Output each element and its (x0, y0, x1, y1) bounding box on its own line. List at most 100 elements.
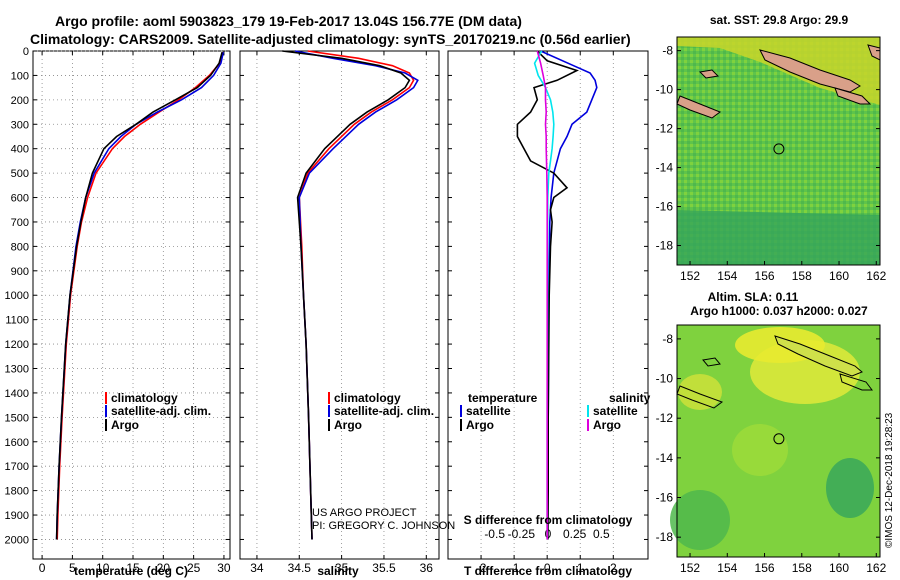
map-y-tick-label: -16 (656, 491, 674, 505)
x-tick-label: 5 (69, 561, 76, 575)
x-tick-label: 0 (39, 561, 46, 575)
solomon-islands-shape (759, 49, 861, 93)
map-x-tick-label: 160 (829, 269, 849, 283)
depth-tick-label: 1600 (5, 437, 29, 449)
map-x-tick-label: 152 (680, 561, 700, 575)
legend-label-t-argo: Argo (466, 418, 494, 432)
temperature-legend: climatology satellite-adj. clim. Argo (105, 391, 211, 432)
map-x-tick-label: 158 (792, 561, 812, 575)
legend-title-temperature: temperature (468, 391, 538, 405)
map-y-tick-label: -16 (656, 200, 674, 214)
depth-tick-label: 200 (11, 95, 29, 107)
axis-layer: 0 5 10 15 20 25 30 34 34.5 35 35.5 36 -2 -1 0 1 20100200… (5, 46, 648, 575)
depth-tick-label: 800 (11, 241, 29, 253)
x-tick-label: 30 (217, 561, 231, 575)
x-tick-label: 35.5 (372, 561, 396, 575)
depth-tick-label: 1200 (5, 339, 29, 351)
project-annotation: US ARGO PROJECT (312, 507, 417, 519)
island-outline (839, 373, 873, 391)
map-x-tick-label: 154 (717, 269, 737, 283)
sla-map (670, 324, 881, 558)
difference-legend: temperature satellite Argo salinity sate… (460, 391, 651, 432)
depth-tick-label: 1500 (5, 412, 29, 424)
legend-label-climatology: climatology (334, 391, 401, 405)
s-difference-xlabel: S difference from climatology (464, 513, 633, 527)
s-difference-tick-label: 0.25 (563, 527, 587, 541)
series-line-satellite-adj-clim- (294, 50, 419, 540)
t-difference-xlabel: T difference from climatology (464, 564, 632, 578)
map-y-tick-label: -12 (656, 122, 674, 136)
x-tick-label: -1 (509, 561, 520, 575)
depth-tick-label: 1300 (5, 364, 29, 376)
grid-layer (33, 50, 614, 559)
map-x-tick-label: 156 (755, 269, 775, 283)
depth-tick-label: 2000 (5, 534, 29, 546)
sla-map-frame (676, 324, 881, 558)
sla-low-region (826, 458, 874, 518)
temperature-panel-frame (32, 50, 231, 560)
x-tick-label: 10 (96, 561, 110, 575)
s-difference-tick-label: 0.5 (593, 527, 610, 541)
legend-label-satellite: satellite-adj. clim. (334, 404, 434, 418)
argo-float-marker (773, 143, 785, 155)
depth-tick-label: 1400 (5, 388, 29, 400)
solomon-islands-outline (774, 335, 863, 377)
temperature-xlabel: temperature (deg C) (74, 564, 188, 578)
series-line-climatology (298, 50, 415, 540)
x-tick-label: -2 (476, 561, 487, 575)
legend-label-s-satellite: satellite (593, 404, 638, 418)
depth-tick-label: 300 (11, 119, 29, 131)
difference-panel-frame (447, 50, 649, 560)
island-shape (834, 87, 872, 105)
depth-tick-label: 700 (11, 217, 29, 229)
depth-tick-label: 400 (11, 144, 29, 156)
x-tick-label: 15 (126, 561, 140, 575)
legend-label-t-satellite: satellite (466, 404, 511, 418)
depth-tick-label: 900 (11, 266, 29, 278)
legend-label-argo: Argo (111, 418, 139, 432)
map-y-tick-label: -18 (656, 239, 674, 253)
map-y-tick-label: -10 (656, 372, 674, 386)
figure-title-line2: Climatology: CARS2009. Satellite-adjuste… (30, 31, 631, 47)
x-tick-label: 25 (187, 561, 201, 575)
x-tick-label: 20 (157, 561, 171, 575)
map-y-tick-label: -14 (656, 451, 674, 465)
x-tick-label: 2 (610, 561, 617, 575)
map-y-tick-label: -12 (656, 411, 674, 425)
map-x-tick-label: 162 (866, 561, 886, 575)
map-y-tick-label: -8 (662, 332, 673, 346)
figure-title-line1: Argo profile: aoml 5903823_179 19-Feb-20… (55, 13, 522, 29)
argo-float-marker (773, 433, 785, 445)
sla-low-region (670, 490, 730, 550)
depth-tick-label: 1100 (5, 315, 29, 327)
legend-label-argo: Argo (334, 418, 362, 432)
salinity-legend: climatology satellite-adj. clim. Argo (328, 391, 434, 432)
island-shape (698, 69, 720, 79)
map-y-tick-label: -8 (662, 44, 673, 58)
map-axis-layer: 152 154 156 158 160 162 -8 -10 -12 -14 -16 -18 152 15… (656, 44, 887, 575)
depth-tick-label: 1700 (5, 461, 29, 473)
map-x-tick-label: 152 (680, 269, 700, 283)
sst-map-title: sat. SST: 29.8 Argo: 29.9 (710, 13, 849, 27)
map-x-tick-label: 158 (792, 269, 812, 283)
credit-text: ©IMOS 12-Dec-2018 19:28:23 (884, 412, 895, 548)
map-x-tick-label: 156 (755, 561, 775, 575)
depth-tick-label: 1800 (5, 486, 29, 498)
depth-tick-label: 1900 (5, 510, 29, 522)
series-line-s-argo (536, 50, 548, 540)
series-layer (55, 50, 598, 540)
x-tick-label: 34 (250, 561, 264, 575)
series-line-argo (282, 50, 411, 540)
sla-map-title-line1: Altim. SLA: 0.11 (708, 290, 799, 304)
salinity-xlabel: salinity (317, 564, 359, 578)
depth-tick-label: 500 (11, 168, 29, 180)
series-line-s-satellite (533, 50, 555, 540)
depth-tick-label: 600 (11, 193, 29, 205)
legend-title-salinity: salinity (609, 391, 651, 405)
map-y-tick-label: -14 (656, 161, 674, 175)
legend-label-s-argo: Argo (593, 418, 621, 432)
x-tick-label: 34.5 (288, 561, 312, 575)
depth-tick-label: 0 (23, 46, 29, 58)
map-x-tick-label: 160 (829, 561, 849, 575)
